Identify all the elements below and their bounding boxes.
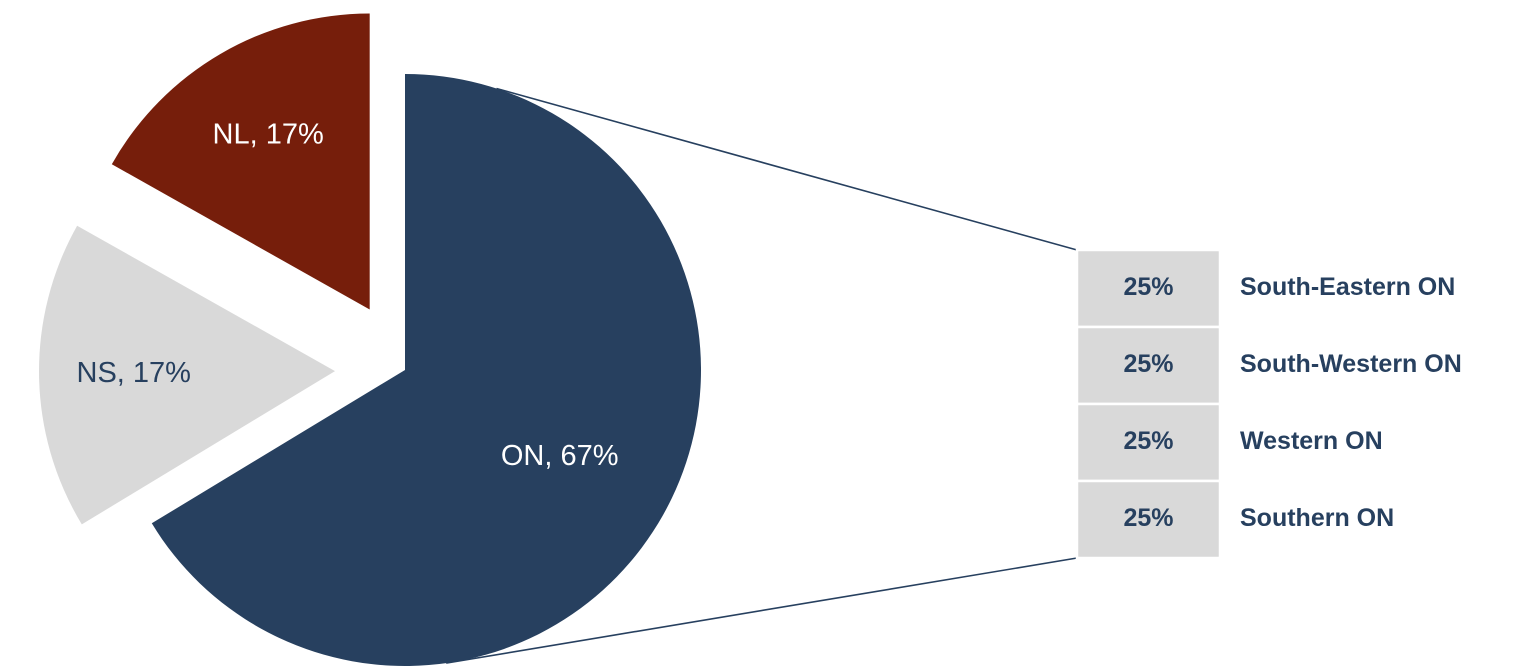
bar-segment-southern-on [1075, 479, 1222, 560]
pie-label-ns: NS, 17% [77, 357, 191, 389]
connector-lines [446, 87, 1078, 664]
pie-slice-ns [39, 225, 336, 525]
pie-slice-nl [111, 13, 370, 310]
bar-value-label-south-eastern-on: 25% [1123, 273, 1173, 301]
bar-segment-western-on [1075, 402, 1222, 483]
connector-line-top [496, 87, 1078, 251]
bar-value-label-western-on: 25% [1123, 427, 1173, 455]
pie-chart: ON, 67% NS, 17% NL, 17% [39, 13, 701, 666]
bar-value-label-south-western-on: 25% [1123, 350, 1173, 378]
bar-category-label-south-eastern-on: South-Eastern ON [1240, 273, 1455, 301]
pie-label-on: ON, 67% [501, 440, 619, 472]
bar-category-label-south-western-on: South-Western ON [1240, 350, 1462, 378]
bar-category-label-western-on: Western ON [1240, 427, 1383, 455]
pie-slice-on [151, 74, 701, 666]
pie-label-nl: NL, 17% [213, 118, 324, 150]
bar-segment-south-eastern-on [1075, 248, 1222, 329]
connector-line-bottom [446, 557, 1078, 664]
breakout-stacked-bar: 25% South-Eastern ON 25% South-Western ON 25… [1075, 248, 1462, 560]
bar-category-label-southern-on: Southern ON [1240, 504, 1394, 532]
bar-value-label-southern-on: 25% [1123, 504, 1173, 532]
